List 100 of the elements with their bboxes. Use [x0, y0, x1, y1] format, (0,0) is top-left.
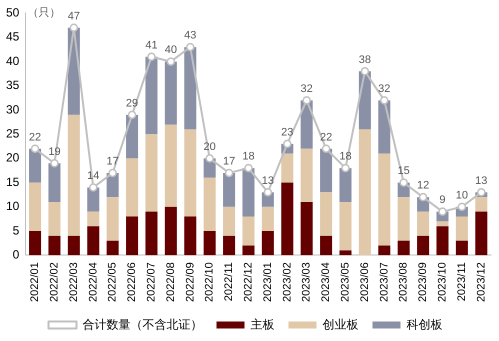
- data-label: 47: [68, 10, 80, 22]
- legend-label: 科创板: [406, 317, 442, 332]
- bar: [456, 216, 468, 241]
- y-axis-title: （只）: [27, 7, 60, 20]
- y-tick-label: 25: [6, 126, 20, 141]
- bar: [339, 202, 352, 250]
- bar: [106, 197, 119, 241]
- x-tick-label: 2022/07: [145, 262, 158, 302]
- bar: [145, 56, 158, 134]
- data-label: 41: [145, 39, 158, 52]
- data-label: 17: [222, 155, 236, 168]
- bar: [242, 216, 254, 246]
- point: [399, 178, 408, 187]
- data-label: 20: [204, 140, 216, 153]
- data-label: 32: [378, 82, 390, 95]
- point: [341, 164, 350, 172]
- point: [70, 23, 78, 32]
- bar: [68, 114, 80, 236]
- bar: [281, 154, 294, 183]
- data-label: 13: [262, 174, 274, 187]
- bar: [378, 154, 390, 246]
- data-label: 23: [281, 126, 294, 138]
- bar: [417, 212, 430, 236]
- x-tick-label: 2022/10: [204, 262, 216, 302]
- x-tick-label: 2023/07: [378, 262, 390, 302]
- bar: [126, 158, 138, 217]
- bar: [87, 212, 100, 226]
- bar: [320, 236, 332, 256]
- bar: [436, 221, 449, 226]
- bar: [300, 148, 313, 202]
- data-label: 17: [106, 155, 119, 168]
- bar: [339, 250, 352, 256]
- bar: [87, 187, 100, 212]
- x-tick-label: 2023/10: [436, 262, 449, 302]
- bar: [223, 206, 236, 236]
- data-label: 18: [339, 150, 352, 163]
- data-label: 29: [126, 97, 138, 110]
- bar: [417, 236, 430, 256]
- point: [438, 207, 447, 216]
- y-tick-label: 5: [12, 223, 20, 238]
- bar: [320, 192, 332, 236]
- data-label: 10: [456, 189, 468, 202]
- bar: [164, 124, 177, 207]
- bar: [48, 202, 60, 236]
- bar: [164, 62, 177, 125]
- bar: [223, 236, 236, 256]
- bar: [29, 148, 42, 183]
- x-tick-label: 2023/05: [340, 262, 352, 302]
- point: [477, 188, 486, 197]
- point: [166, 57, 176, 66]
- bar: [184, 129, 196, 217]
- data-label: 40: [164, 44, 177, 56]
- data-label: 9: [439, 194, 446, 206]
- bar: [48, 163, 60, 202]
- y-tick-label: 15: [6, 174, 20, 189]
- bar: [339, 168, 352, 202]
- y-tick-label: 30: [6, 102, 20, 116]
- bar: [223, 172, 236, 207]
- point: [50, 159, 59, 168]
- point: [30, 144, 40, 153]
- bar: [475, 197, 488, 212]
- x-tick-label: 2022/09: [184, 262, 196, 302]
- data-label: 22: [320, 131, 332, 144]
- data-label: 14: [87, 170, 100, 182]
- bar: [281, 182, 294, 256]
- bar: [126, 216, 138, 256]
- point: [418, 192, 428, 202]
- x-tick-label: 2022/01: [29, 262, 42, 302]
- point: [264, 188, 272, 197]
- x-tick-label: 2022/06: [126, 262, 138, 302]
- data-label: 13: [475, 174, 488, 187]
- data-label: 12: [416, 180, 430, 192]
- y-tick-label: 20: [6, 150, 20, 165]
- x-tick-label: 2023/01: [262, 262, 274, 302]
- point: [205, 154, 214, 163]
- bar: [68, 236, 80, 256]
- bar: [242, 168, 254, 217]
- y-tick-label: 35: [6, 78, 20, 92]
- data-label: 43: [184, 30, 196, 42]
- bar: [378, 246, 390, 256]
- bar: [262, 206, 274, 232]
- legend-label: 创业板: [322, 317, 358, 332]
- bar: [184, 47, 196, 130]
- point: [108, 168, 117, 178]
- bar: [29, 231, 42, 256]
- point: [283, 140, 292, 148]
- x-tick-label: 2022/02: [48, 262, 60, 302]
- point: [302, 96, 311, 105]
- x-tick-label: 2022/11: [223, 262, 236, 302]
- x-tick-label: 2023/04: [320, 262, 332, 302]
- x-tick-label: 2022/04: [87, 262, 100, 302]
- bar: [164, 206, 177, 256]
- bar: [204, 231, 216, 256]
- x-tick-label: 2022/05: [106, 262, 119, 302]
- data-label: 18: [242, 150, 255, 163]
- x-tick-label: 2023/08: [398, 262, 410, 302]
- x-tick-label: 2023/09: [417, 262, 430, 302]
- y-tick-label: 0: [12, 248, 20, 262]
- point: [322, 144, 330, 153]
- bar: [262, 231, 274, 256]
